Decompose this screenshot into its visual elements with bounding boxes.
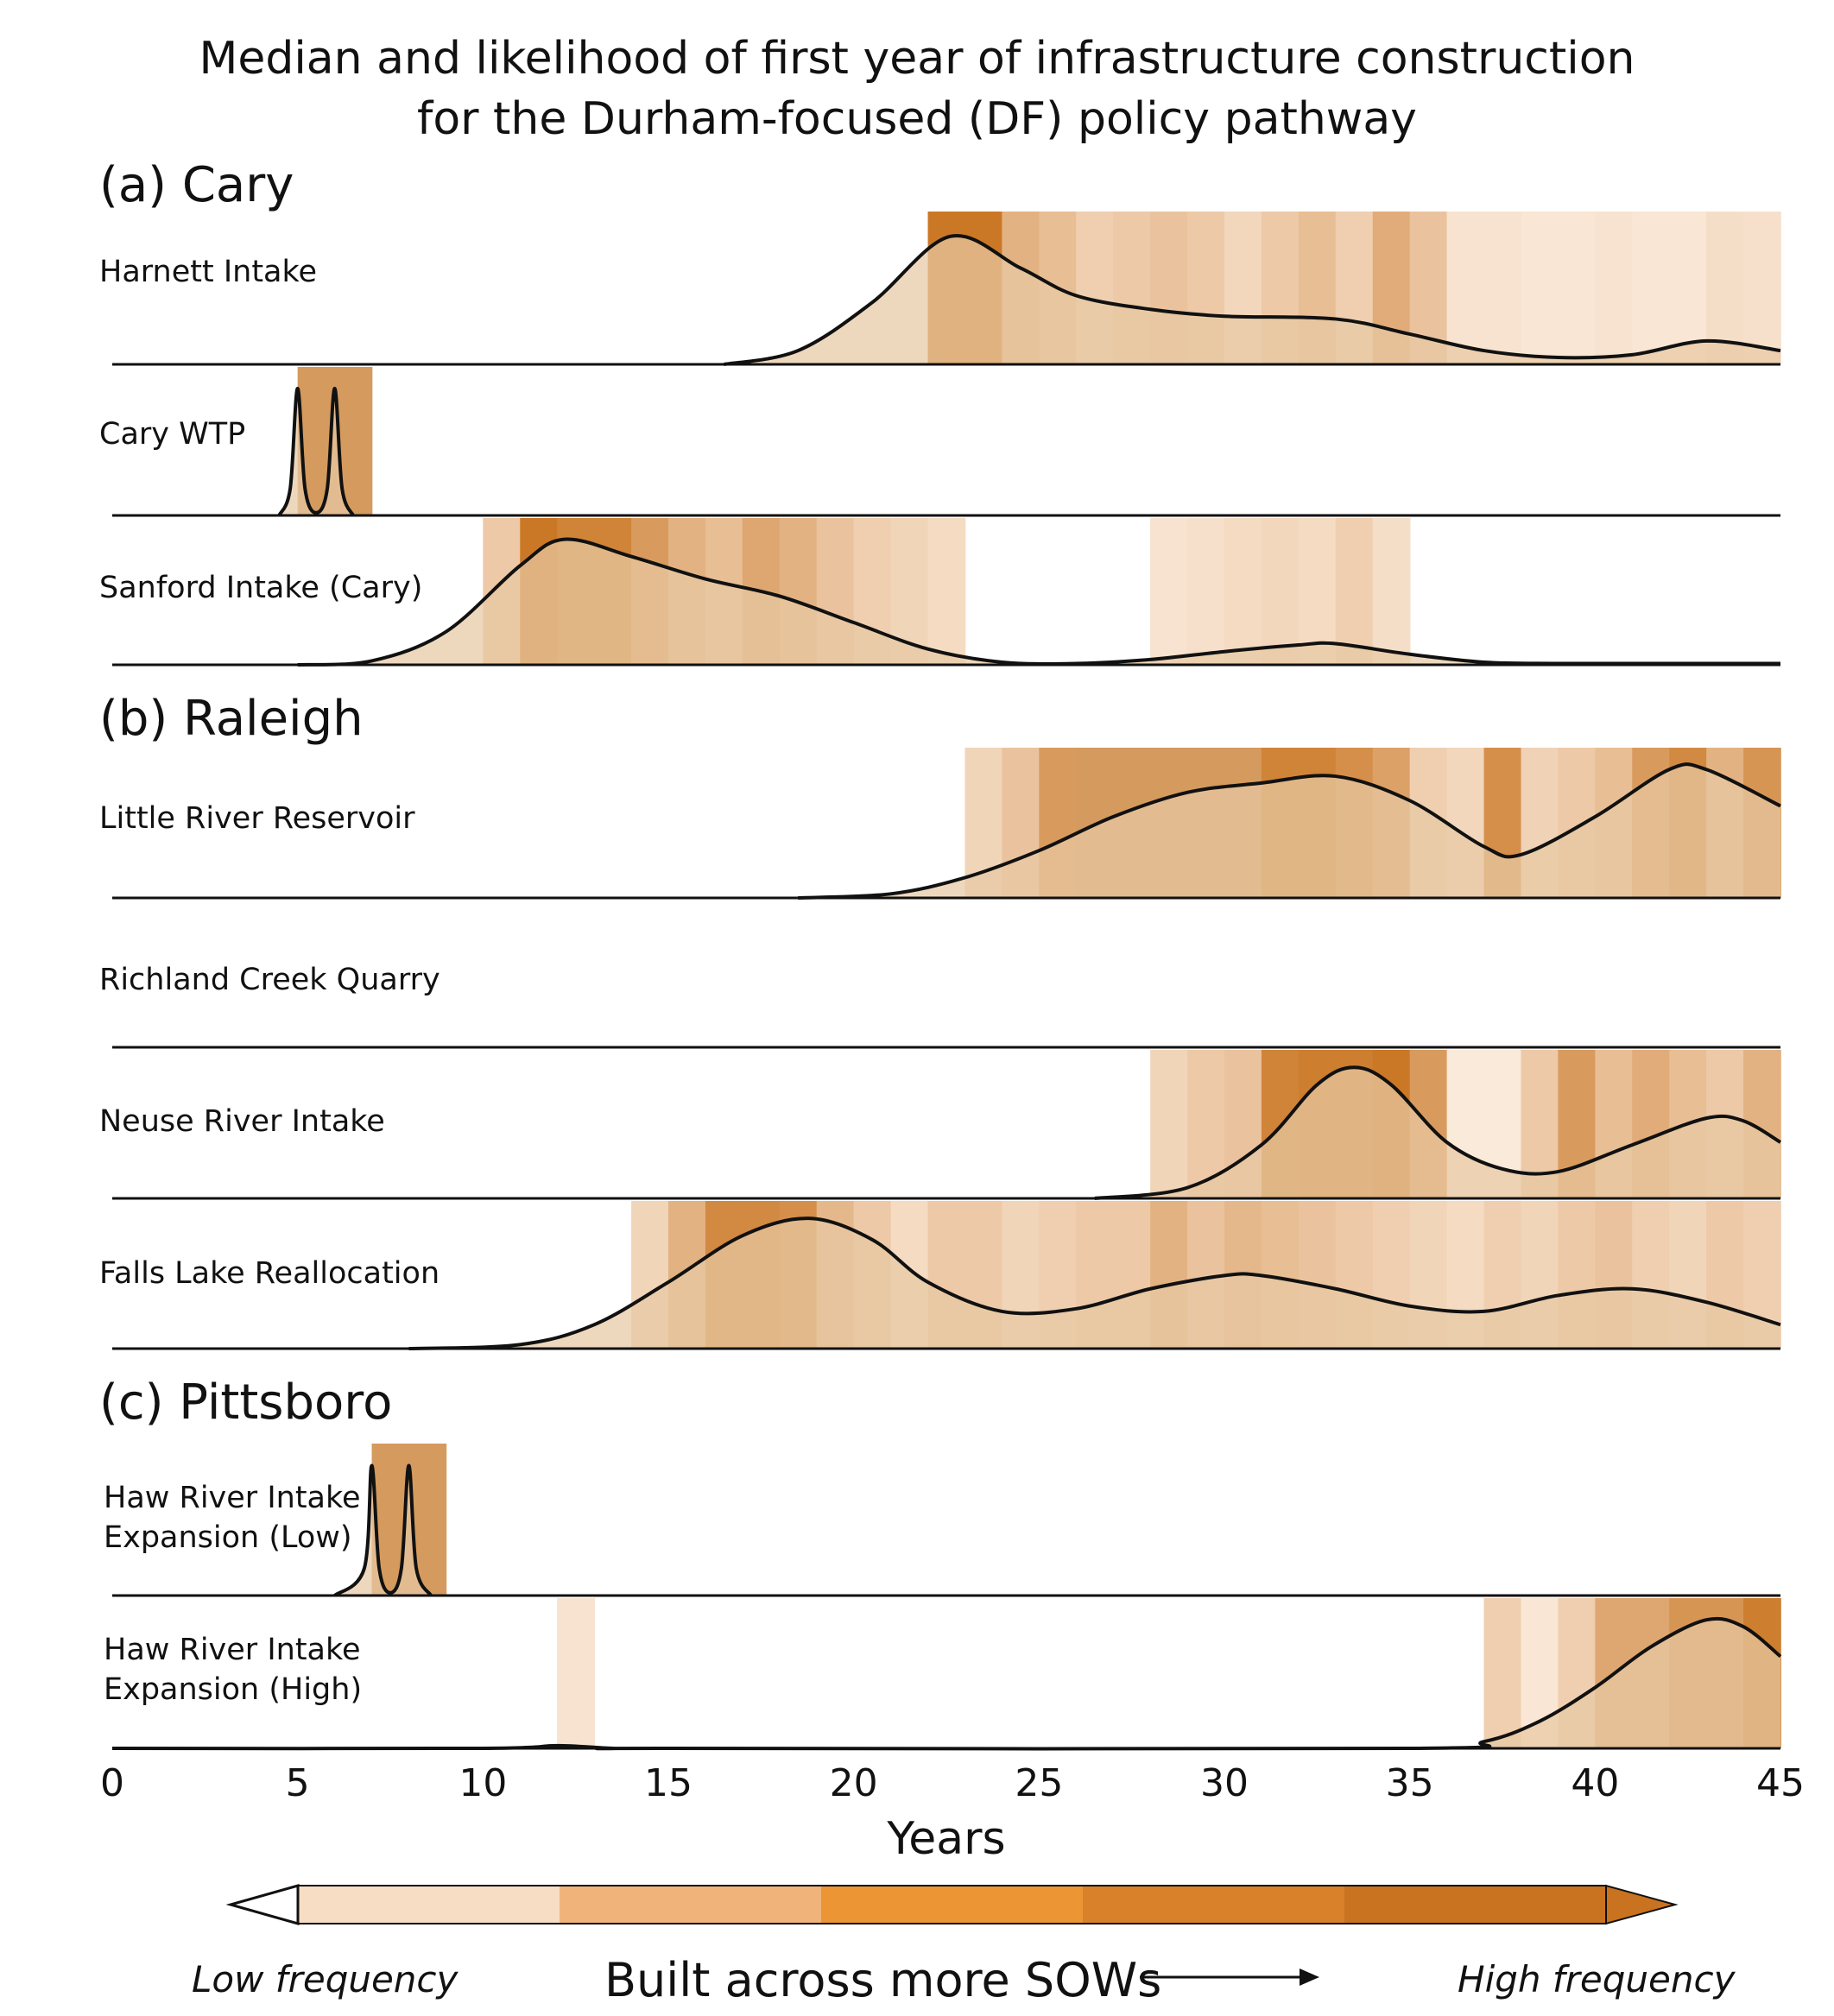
frequency-band: [1595, 212, 1634, 364]
section-label: (a) Cary: [99, 157, 294, 213]
frequency-band: [1224, 518, 1262, 665]
x-tick-label: 30: [1200, 1761, 1249, 1805]
row-label: Neuse River Intake: [99, 1104, 385, 1139]
colorbar-high-extend: [1605, 1884, 1679, 1925]
x-tick-label: 5: [285, 1761, 310, 1805]
colorbar-arrow-head: [1300, 1969, 1319, 1986]
colorbar-low-extend: [225, 1884, 300, 1925]
colorbar-low-label: Low frequency: [192, 1958, 458, 2000]
density-area: [724, 235, 1780, 364]
section-label: (b) Raleigh: [99, 691, 364, 747]
row-2-0: [112, 1444, 1780, 1597]
frequency-band: [1446, 212, 1485, 364]
colorbar-segment: [821, 1886, 1084, 1924]
colorbar-segment: [1344, 1886, 1607, 1924]
density-area: [297, 539, 1781, 665]
row-label: Haw River Intake Expansion (Low): [104, 1481, 361, 1555]
frequency-band: [1669, 212, 1707, 364]
frequency-band: [1743, 212, 1781, 364]
row-1-3: [112, 1201, 1781, 1350]
frequency-band: [557, 1598, 595, 1748]
frequency-band: [1706, 212, 1744, 364]
density-line: [408, 1217, 1781, 1350]
frequency-band: [1558, 212, 1597, 364]
frequency-band: [1483, 212, 1522, 364]
x-tick-label: 10: [458, 1761, 508, 1805]
row-0-2: [112, 518, 1781, 667]
density-area: [112, 1618, 1780, 1749]
frequency-band: [1521, 212, 1559, 364]
density-line: [724, 233, 1781, 366]
row-label: Cary WTP: [99, 417, 246, 452]
density-area: [279, 388, 354, 515]
row-label: Little River Reservoir: [99, 801, 415, 836]
density-area: [798, 764, 1781, 898]
frequency-band: [1335, 518, 1374, 665]
row-label: Richland Creek Quarry: [99, 963, 440, 997]
x-tick-label: 35: [1385, 1761, 1434, 1805]
x-tick-label: 20: [829, 1761, 878, 1805]
row-1-0: [112, 748, 1781, 900]
section-label: (c) Pittsboro: [99, 1375, 393, 1431]
row-label: Sanford Intake (Cary): [99, 571, 423, 605]
frequency-band: [1483, 1598, 1522, 1748]
x-axis-label: Years: [887, 1813, 1006, 1865]
frequency-band: [1632, 212, 1670, 364]
frequency-band: [1150, 1050, 1188, 1198]
chart-title-line-1: Median and likelihood of first year of i…: [199, 33, 1635, 85]
colorbar-center-label: Built across more SOWs: [604, 1953, 1162, 2007]
density-line: [333, 1463, 433, 1597]
x-tick-label: 40: [1571, 1761, 1620, 1805]
frequency-band: [1372, 518, 1411, 665]
row-label: Falls Lake Reallocation: [99, 1256, 440, 1291]
frequency-band: [1150, 518, 1188, 665]
chart-title-line-2: for the Durham-focused (DF) policy pathw…: [417, 93, 1417, 145]
row-1-2: [112, 1050, 1782, 1200]
density-area: [1094, 1067, 1780, 1198]
row-0-0: [112, 212, 1781, 366]
density-line: [798, 762, 1781, 900]
density-line: [297, 537, 1780, 667]
density-line: [1094, 1065, 1782, 1200]
row-label: Harnett Intake: [99, 255, 318, 289]
row-label: Haw River Intake Expansion (High): [104, 1633, 363, 1707]
row-2-1: [111, 1598, 1782, 1751]
colorbar-segment: [1083, 1886, 1345, 1924]
x-tick-label: 45: [1756, 1761, 1805, 1805]
frequency-band: [1261, 518, 1300, 665]
frequency-band: [927, 518, 966, 665]
colorbar-segment: [298, 1886, 560, 1924]
x-tick-label: 0: [100, 1761, 124, 1805]
x-tick-label: 25: [1015, 1761, 1064, 1805]
colorbar-segment: [560, 1886, 822, 1924]
frequency-band: [1187, 518, 1225, 665]
density-area: [408, 1218, 1780, 1349]
frequency-band: [1298, 518, 1337, 665]
colorbar-outline: [297, 1885, 1607, 1924]
density-line: [277, 386, 355, 516]
row-0-1: [112, 367, 1780, 517]
colorbar-high-label: High frequency: [1458, 1958, 1736, 2000]
x-tick-label: 15: [644, 1761, 692, 1805]
